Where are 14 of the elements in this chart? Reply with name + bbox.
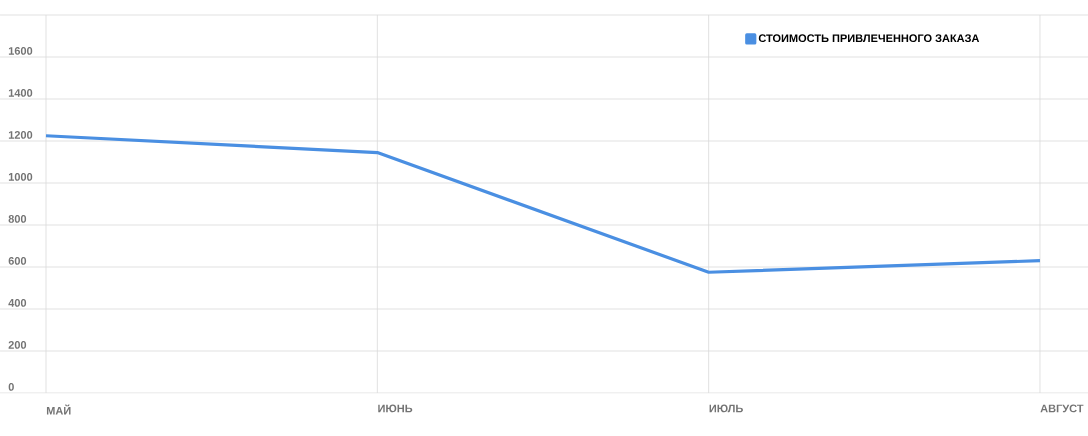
x-tick-label: АВГУСТ: [1040, 404, 1084, 413]
y-tick-label: 800: [8, 215, 27, 223]
x-tick-label: МАЙ: [46, 404, 71, 415]
y-tick-label: 400: [8, 299, 27, 307]
y-tick-label: 0: [8, 383, 14, 391]
y-tick-label: 200: [8, 341, 27, 349]
y-tick-label: 1400: [8, 89, 33, 97]
x-tick-label: ИЮНЬ: [378, 404, 413, 413]
y-tick-label: 600: [8, 257, 27, 265]
y-tick-label: 1000: [8, 173, 33, 181]
x-tick-label: ИЮЛЬ: [709, 404, 743, 413]
legend-label: СТОИМОСТЬ ПРИВЛЕЧЕННОГО ЗАКАЗА: [758, 34, 980, 43]
y-tick-label: 1600: [8, 47, 33, 55]
y-tick-label: 1200: [8, 131, 33, 139]
